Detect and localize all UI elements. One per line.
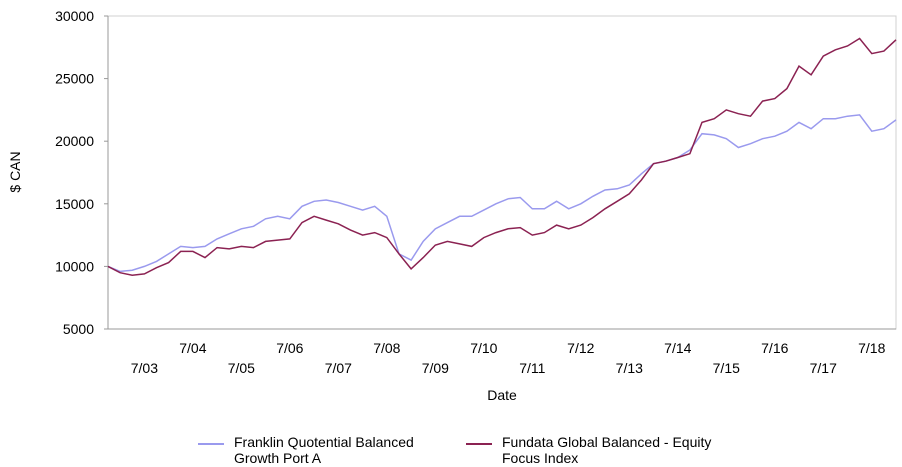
- y-tick-label: 5000: [63, 321, 94, 337]
- x-axis-label: Date: [487, 387, 517, 403]
- x-tick-label: 7/18: [858, 340, 885, 356]
- x-tick-label: 7/04: [179, 340, 206, 356]
- legend-label: Franklin Quotential Balanced Growth Port…: [234, 434, 414, 466]
- y-tick-label: 30000: [55, 8, 94, 24]
- legend-swatch: [198, 443, 224, 445]
- y-tick-label: 15000: [55, 196, 94, 212]
- y-tick-label: 20000: [55, 133, 94, 149]
- x-tick-label: 7/15: [713, 360, 740, 376]
- y-tick-label: 10000: [55, 258, 94, 274]
- x-tick-label: 7/03: [131, 360, 158, 376]
- x-tick-label: 7/16: [761, 340, 788, 356]
- x-tick-label: 7/07: [325, 360, 352, 376]
- x-tick-label: 7/10: [470, 340, 497, 356]
- y-tick-label: 25000: [55, 71, 94, 87]
- x-tick-label: 7/06: [276, 340, 303, 356]
- legend-label: Fundata Global Balanced - Equity Focus I…: [502, 434, 712, 466]
- x-tick-label: 7/12: [567, 340, 594, 356]
- y-axis-label: $ CAN: [7, 151, 23, 192]
- x-tick-label: 7/05: [228, 360, 255, 376]
- x-tick-label: 7/13: [616, 360, 643, 376]
- plot-frame: [107, 15, 897, 330]
- x-tick-label: 7/08: [373, 340, 400, 356]
- x-tick-label: 7/14: [664, 340, 691, 356]
- chart: $ CAN Date 5000 10000 15000 20000 25000 30000…: [7, 8, 897, 403]
- series-line: [107, 114, 897, 273]
- x-tick-label: 7/17: [810, 360, 837, 376]
- x-tick-label: 7/11: [519, 360, 545, 376]
- x-tick-label: 7/09: [422, 360, 449, 376]
- legend-swatch: [466, 443, 492, 445]
- series-line: [107, 37, 897, 276]
